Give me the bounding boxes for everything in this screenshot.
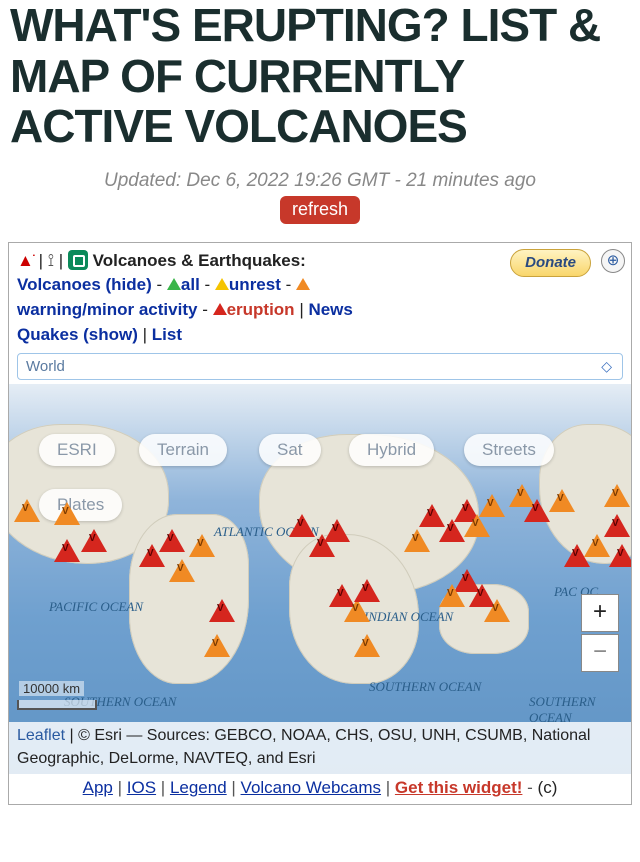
footer-legend-link[interactable]: Legend [170,778,227,797]
updated-prefix: Updated: [104,170,186,191]
region-value: World [26,358,65,375]
scale-label: 10000 km [19,681,84,696]
volcano-marker-orange[interactable] [189,534,215,557]
volcano-marker-orange[interactable] [54,502,80,525]
attribution-text: | © Esri — Sources: GEBCO, NOAA, CHS, OS… [17,727,590,767]
footer-webcams-link[interactable]: Volcano Webcams [241,778,381,797]
news-link[interactable]: News [308,300,352,319]
ocean-label: INDIAN OCEAN [364,609,453,625]
volcano-marker-orange[interactable] [344,599,370,622]
volcano-widget: Donate ⊕ ▲̇ | ⟟ | Volcanoes & Earthquake… [8,242,632,806]
filter-eruption[interactable]: eruption [227,300,295,319]
volcano-marker-orange[interactable] [169,559,195,582]
layer-streets[interactable]: Streets [464,434,554,466]
filter-warning[interactable]: warning [17,300,82,319]
volcano-marker-red[interactable] [209,599,235,622]
volcanoes-toggle[interactable]: Volcanoes (hide) [17,275,152,294]
page-title: WHAT'S ERUPTING? LIST & MAP OF CURRENTLY… [0,0,640,160]
volcano-marker-orange[interactable] [14,499,40,522]
volcano-marker-red[interactable] [439,519,465,542]
triangle-orange-icon [296,278,310,290]
updated-line: Updated: Dec 6, 2022 19:26 GMT - 21 minu… [0,160,640,196]
chevron-updown-icon: ◇ [601,358,612,375]
volcano-marker-red[interactable] [609,544,631,567]
widget-title: Volcanoes & Earthquakes: [93,251,306,270]
layer-esri[interactable]: ESRI [39,434,115,466]
volcano-marker-orange[interactable] [484,599,510,622]
filter-minor[interactable]: minor activity [87,300,198,319]
updated-timestamp: Dec 6, 2022 19:26 GMT [186,170,389,191]
layer-terrain[interactable]: Terrain [139,434,227,466]
volcano-marker-red[interactable] [324,519,350,542]
layer-plates[interactable]: Plates [39,489,122,521]
footer-ios-link[interactable]: IOS [127,778,156,797]
volcano-marker-orange[interactable] [354,634,380,657]
layer-hybrid[interactable]: Hybrid [349,434,434,466]
volcano-marker-orange[interactable] [479,494,505,517]
quakes-toggle[interactable]: Quakes (show) [17,325,138,344]
volcano-marker-red[interactable] [524,499,550,522]
map-canvas[interactable]: ATLANTIC OCEAN PACIFIC OCEAN PAC OC INDI… [9,384,631,774]
filter-unrest[interactable]: unrest [229,275,281,294]
ocean-label: PACIFIC OCEAN [49,599,143,615]
volcano-marker-orange[interactable] [404,529,430,552]
scale-bar [17,700,97,710]
leaflet-link[interactable]: Leaflet [17,727,65,744]
ocean-label: SOUTHERN OCEAN [369,679,481,695]
volcano-marker-orange[interactable] [439,584,465,607]
volcano-marker-red[interactable] [354,579,380,602]
widget-header: Donate ⊕ ▲̇ | ⟟ | Volcanoes & Earthquake… [9,243,631,352]
map-attribution: Leaflet | © Esri — Sources: GEBCO, NOAA,… [9,722,631,774]
volcano-marker-orange[interactable] [464,514,490,537]
volcano-marker-red[interactable] [81,529,107,552]
zoom-out-button[interactable]: − [581,634,619,672]
volcano-marker-red[interactable] [159,529,185,552]
footer-copyright: (c) [538,778,558,797]
layer-sat[interactable]: Sat [259,434,321,466]
triangle-yellow-icon [215,278,229,290]
triangle-green-icon [167,278,181,290]
volcano-marker-orange[interactable] [204,634,230,657]
volcano-erupting-icon: ▲̇ [17,251,34,270]
zoom-in-button[interactable]: + [581,594,619,632]
region-select[interactable]: World ◇ [17,353,623,380]
seismogram-icon: ⟟ [48,251,54,270]
list-link[interactable]: List [152,325,182,344]
enlarge-button[interactable]: ⊕ [601,249,625,273]
app-icon[interactable] [68,250,88,270]
triangle-red-icon [213,303,227,315]
volcano-marker-orange[interactable] [549,489,575,512]
updated-suffix: - 21 minutes ago [389,170,536,191]
widget-footer: App | IOS | Legend | Volcano Webcams | G… [9,774,631,804]
donate-button[interactable]: Donate [510,249,591,277]
footer-getwidget-link[interactable]: Get this widget! [395,778,523,797]
volcano-marker-red[interactable] [54,539,80,562]
volcano-marker-red[interactable] [604,514,630,537]
volcano-marker-orange[interactable] [604,484,630,507]
volcano-marker-orange[interactable] [584,534,610,557]
filter-all[interactable]: all [181,275,200,294]
footer-app-link[interactable]: App [83,778,113,797]
refresh-button[interactable]: refresh [280,196,360,224]
